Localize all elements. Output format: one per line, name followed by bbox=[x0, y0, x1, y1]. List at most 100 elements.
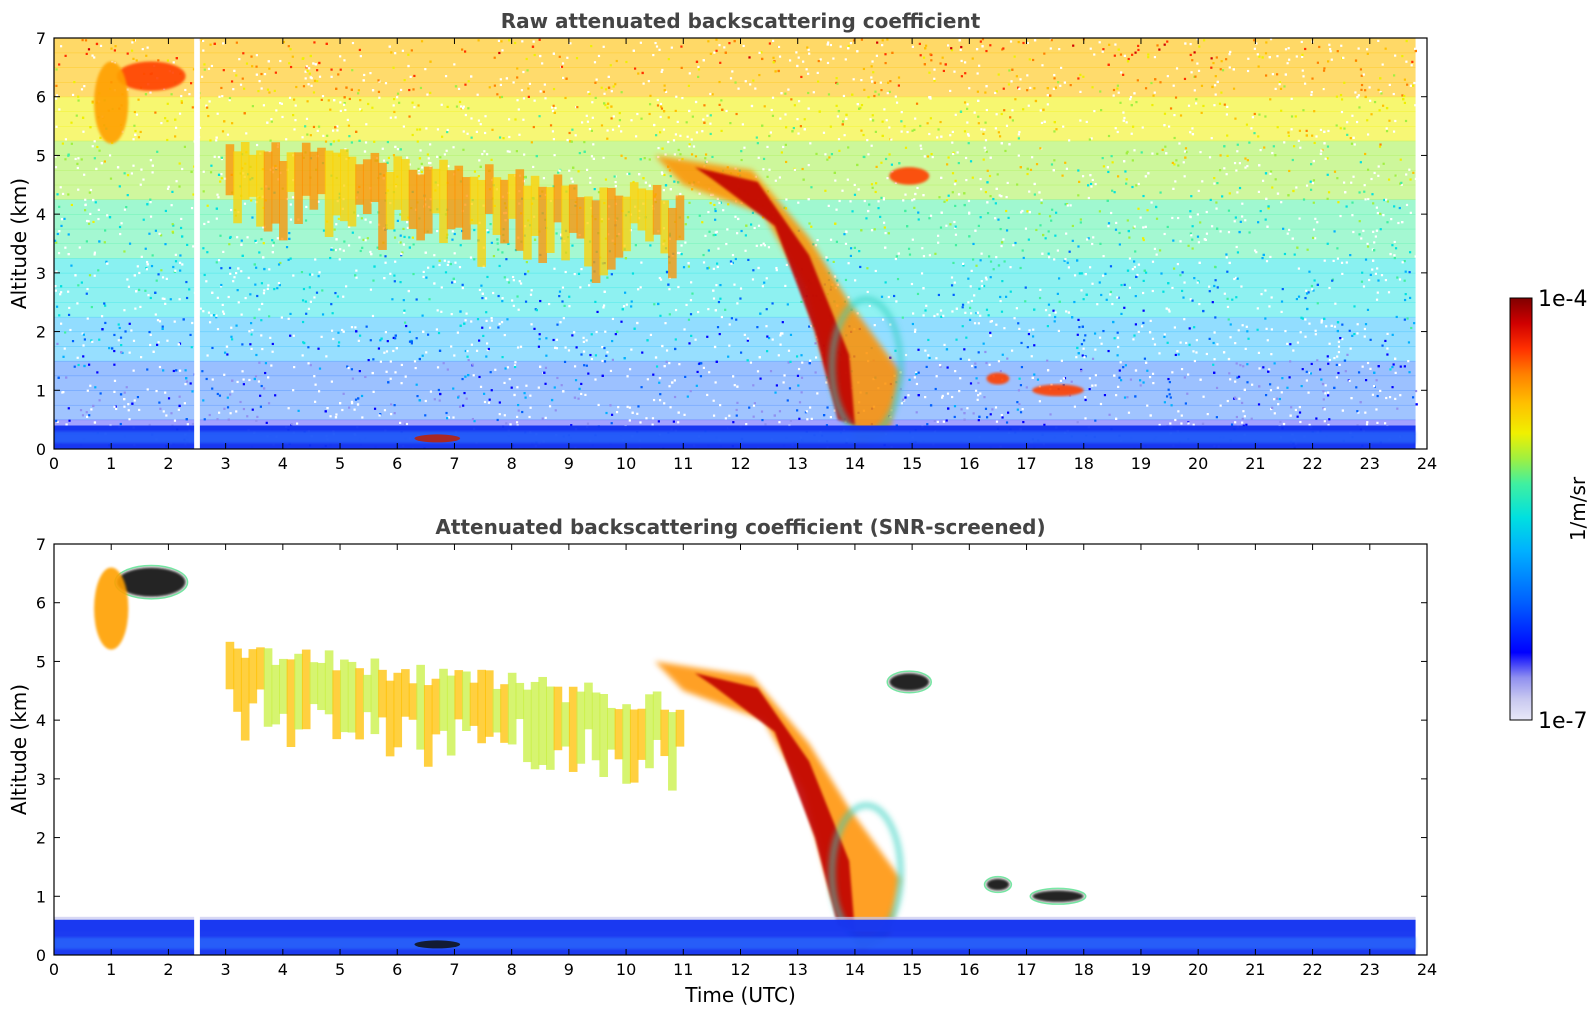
noise-band bbox=[54, 360, 1416, 377]
raw-backscatter-panel: 0 1 2 3 4 5 6 7 8 9 10 11 12 13 14 15 16 17 18 19 20 21 22 23 24… bbox=[7, 9, 1437, 473]
y-tick-label: 4 bbox=[36, 205, 46, 224]
x-tick-label: 3 bbox=[221, 960, 231, 979]
screened-backscatter-panel: 0 1 2 3 4 5 6 7 8 9 10 11 12 13 14 15 16 17 18 19 20 21 22 23 24… bbox=[7, 515, 1437, 1007]
feature-boundary-layer bbox=[54, 425, 1416, 449]
x-tick-label: 18 bbox=[1074, 960, 1094, 979]
x-tick-label: 5 bbox=[335, 454, 345, 473]
y-tick-label: 5 bbox=[36, 652, 46, 671]
x-tick-label: 3 bbox=[221, 454, 231, 473]
feature-cirrus bbox=[116, 61, 186, 91]
heatmap-area bbox=[54, 544, 1427, 955]
x-tick-label: 0 bbox=[49, 454, 59, 473]
feature-mid-level-cloud bbox=[225, 641, 685, 791]
y-tick-label: 7 bbox=[36, 29, 46, 48]
x-tick-label: 13 bbox=[788, 960, 808, 979]
x-tick-label: 15 bbox=[902, 454, 922, 473]
y-tick-label: 7 bbox=[36, 535, 46, 554]
noise-band bbox=[54, 316, 1416, 333]
x-axis-label: Time (UTC) bbox=[684, 983, 796, 1007]
x-axis: 0 1 2 3 4 5 6 7 8 9 10 11 12 13 14 15 16 17 18 19 20 21 22 23 24 bbox=[49, 38, 1437, 473]
x-tick-label: 2 bbox=[163, 454, 173, 473]
y-tick-label: 0 bbox=[36, 440, 46, 459]
colorbar-min-label: 1e-7 bbox=[1538, 709, 1587, 734]
x-tick-label: 21 bbox=[1245, 960, 1265, 979]
x-tick-label: 9 bbox=[564, 960, 574, 979]
noise-band bbox=[54, 258, 1416, 274]
noise-band bbox=[54, 302, 1416, 318]
noise-band bbox=[54, 243, 1416, 259]
noise-band bbox=[54, 331, 1416, 347]
y-tick-label: 1 bbox=[36, 381, 46, 400]
heatmap-area bbox=[54, 38, 1427, 449]
noise-band bbox=[54, 404, 1416, 421]
y-axis-label: Altitude (km) bbox=[7, 178, 31, 309]
feature-low-cloud bbox=[983, 875, 1013, 894]
x-tick-label: 11 bbox=[673, 960, 693, 979]
x-tick-label: 12 bbox=[730, 960, 750, 979]
x-tick-label: 1 bbox=[106, 454, 116, 473]
feature-low-cloud bbox=[1029, 887, 1087, 905]
x-tick-label: 1 bbox=[106, 960, 116, 979]
x-tick-label: 4 bbox=[278, 454, 288, 473]
x-tick-label: 20 bbox=[1188, 454, 1208, 473]
y-tick-label: 2 bbox=[36, 323, 46, 342]
x-tick-label: 6 bbox=[392, 454, 402, 473]
x-tick-label: 21 bbox=[1245, 454, 1265, 473]
panel-title: Attenuated backscattering coefficient (S… bbox=[435, 515, 1045, 539]
y-tick-label: 6 bbox=[36, 88, 46, 107]
x-tick-label: 0 bbox=[49, 960, 59, 979]
colorbar: 1e-4 1e-7 1/m/sr bbox=[1509, 287, 1590, 734]
noise-band bbox=[54, 390, 1416, 406]
feature-low-cloud bbox=[1032, 384, 1084, 397]
x-tick-label: 24 bbox=[1417, 454, 1437, 473]
x-tick-label: 19 bbox=[1131, 960, 1151, 979]
plot-background bbox=[54, 544, 1427, 955]
x-tick-label: 4 bbox=[278, 960, 288, 979]
x-tick-label: 18 bbox=[1074, 454, 1094, 473]
x-tick-label: 8 bbox=[507, 454, 517, 473]
noise-band bbox=[54, 375, 1416, 391]
noise-band bbox=[54, 287, 1416, 303]
x-tick-label: 12 bbox=[730, 454, 750, 473]
y-tick-label: 4 bbox=[36, 711, 46, 730]
x-tick-label: 14 bbox=[845, 454, 865, 473]
x-tick-label: 20 bbox=[1188, 960, 1208, 979]
data-gap bbox=[194, 544, 200, 955]
feature-boundary-layer bbox=[54, 916, 1416, 955]
y-tick-label: 5 bbox=[36, 146, 46, 165]
feature-cloud bbox=[889, 167, 930, 185]
x-axis: 0 1 2 3 4 5 6 7 8 9 10 11 12 13 14 15 16 17 18 19 20 21 22 23 24 bbox=[49, 544, 1437, 979]
noise-band bbox=[54, 38, 1416, 54]
y-axis: 0 1 2 3 4 5 6 7 bbox=[36, 535, 1427, 965]
x-tick-label: 8 bbox=[507, 960, 517, 979]
x-tick-label: 5 bbox=[335, 960, 345, 979]
noise-band bbox=[54, 111, 1416, 127]
x-tick-label: 10 bbox=[616, 960, 636, 979]
noise-band bbox=[54, 140, 1416, 156]
feature-cloud bbox=[886, 670, 933, 694]
y-tick-label: 3 bbox=[36, 264, 46, 283]
feature-virga bbox=[94, 567, 129, 650]
y-tick-label: 0 bbox=[36, 946, 46, 965]
x-tick-label: 23 bbox=[1360, 960, 1380, 979]
x-tick-label: 14 bbox=[845, 960, 865, 979]
x-tick-label: 7 bbox=[449, 960, 459, 979]
colorbar-max-label: 1e-4 bbox=[1538, 287, 1587, 312]
noise-band bbox=[54, 346, 1416, 362]
data-gap bbox=[194, 38, 200, 449]
x-tick-label: 9 bbox=[564, 454, 574, 473]
x-tick-label: 19 bbox=[1131, 454, 1151, 473]
noise-band bbox=[54, 126, 1416, 142]
y-tick-label: 6 bbox=[36, 594, 46, 613]
x-tick-label: 6 bbox=[392, 960, 402, 979]
x-tick-label: 11 bbox=[673, 454, 693, 473]
x-tick-label: 16 bbox=[959, 960, 979, 979]
x-tick-label: 22 bbox=[1302, 960, 1322, 979]
noise-band bbox=[54, 67, 1416, 83]
x-tick-label: 17 bbox=[1016, 960, 1036, 979]
noise-band bbox=[54, 52, 1416, 68]
feature-low-cloud bbox=[986, 372, 1010, 385]
x-tick-label: 16 bbox=[959, 454, 979, 473]
y-tick-label: 1 bbox=[36, 887, 46, 906]
